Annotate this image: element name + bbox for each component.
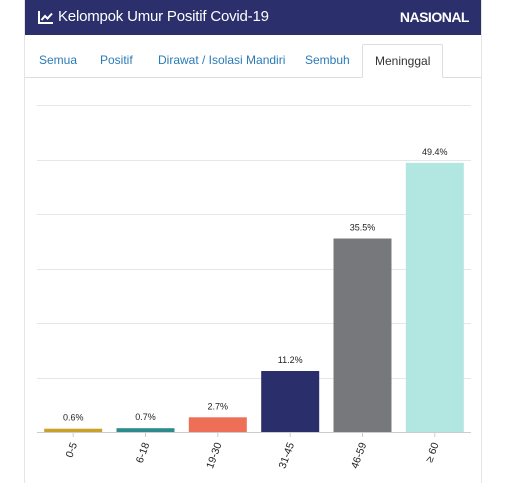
chart-card: Kelompok Umur Positif Covid-19 NASIONAL …	[24, 0, 482, 483]
data-label: 49.4%	[422, 147, 448, 157]
bar-chart: 0.6% 0-5 0.7% 6-18 2.7% 19-30 11.2% 31-45 35.5% 4…	[37, 105, 471, 470]
data-label: 35.5%	[350, 223, 376, 233]
card-header: Kelompok Umur Positif Covid-19 NASIONAL	[25, 0, 481, 35]
bar	[333, 238, 392, 432]
x-tick-label: 46-59	[349, 441, 370, 470]
card-title: Kelompok Umur Positif Covid-19	[58, 8, 269, 25]
x-tick-label: 6-18	[134, 441, 153, 465]
bar	[261, 371, 320, 432]
bar	[116, 428, 175, 432]
tab-bar: Semua Positif Dirawat / Isolasi Mandiri …	[25, 44, 481, 78]
data-label: 11.2%	[278, 355, 303, 365]
data-label: 2.7%	[208, 401, 229, 411]
tab-meninggal[interactable]: Meninggal	[362, 44, 444, 78]
tab-semua[interactable]: Semua	[39, 53, 78, 67]
bar	[44, 428, 103, 432]
tab-dirawat[interactable]: Dirawat / Isolasi Mandiri	[158, 53, 286, 67]
scope-badge: NASIONAL	[399, 9, 470, 25]
x-tick-label: 0-5	[64, 441, 81, 460]
tab-sembuh[interactable]: Sembuh	[305, 53, 350, 67]
line-chart-icon	[38, 11, 53, 24]
bar	[405, 162, 464, 433]
tab-positif[interactable]: Positif	[100, 53, 133, 67]
x-tick-label: 31-45	[277, 441, 298, 470]
data-label: 0.6%	[63, 413, 84, 423]
bar	[188, 417, 247, 432]
x-tick-label: 19-30	[204, 441, 225, 470]
data-label: 0.7%	[135, 412, 156, 422]
x-tick-label: ≥ 60	[423, 441, 441, 464]
